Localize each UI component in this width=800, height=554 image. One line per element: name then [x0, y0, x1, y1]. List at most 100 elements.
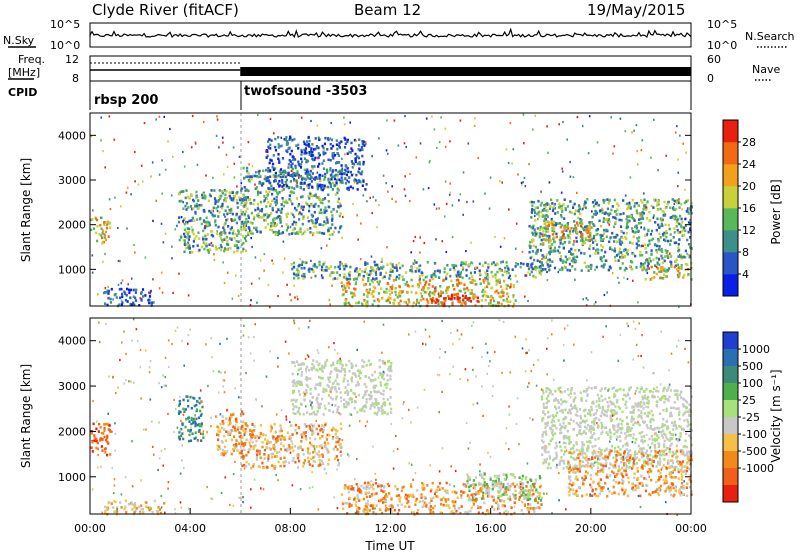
power-cell — [317, 204, 320, 208]
power-cell — [238, 155, 241, 158]
power-cell — [641, 139, 644, 142]
velocity-cell — [245, 453, 248, 457]
power-cell — [321, 198, 325, 201]
velocity-cell — [520, 509, 523, 512]
velocity-cell — [315, 413, 318, 416]
velocity-cell — [339, 445, 342, 449]
power-cell — [223, 281, 226, 284]
power-cell — [575, 228, 578, 231]
power-cell — [443, 297, 446, 300]
power-cell — [219, 243, 222, 247]
velocity-cell — [288, 448, 291, 451]
power-cell — [291, 213, 295, 217]
velocity-cell — [379, 373, 382, 376]
velocity-cell — [383, 497, 386, 500]
power-cell — [568, 232, 572, 235]
power-cell — [639, 250, 642, 254]
velocity-cell — [383, 410, 386, 414]
power-cell — [444, 299, 447, 302]
power-cell — [382, 265, 385, 269]
power-cell — [183, 243, 186, 246]
power-cell — [541, 215, 544, 218]
power-cell — [252, 217, 255, 221]
power-cell — [289, 225, 292, 229]
velocity-cell — [483, 484, 486, 488]
power-cell — [553, 249, 557, 253]
power-cell — [323, 178, 326, 181]
velocity-cell — [380, 489, 383, 492]
power-cell — [542, 255, 545, 259]
velocity-cell — [358, 506, 361, 510]
power-cell — [399, 294, 402, 298]
velocity-cell — [337, 463, 340, 467]
power-cell — [536, 231, 539, 235]
power-cell — [155, 118, 157, 121]
power-cell — [532, 274, 535, 278]
velocity-cell — [234, 428, 237, 432]
power-cell — [298, 176, 300, 179]
power-cell — [388, 277, 391, 280]
velocity-cell — [339, 443, 342, 446]
power-cell — [242, 241, 245, 245]
power-cell — [682, 276, 685, 279]
power-cell — [326, 137, 330, 140]
velocity-cell — [361, 359, 364, 362]
power-cell — [582, 207, 584, 210]
velocity-cell — [252, 463, 255, 466]
power-cell — [104, 302, 107, 305]
power-cell — [534, 234, 537, 237]
power-cell — [230, 218, 233, 221]
power-cell — [351, 186, 354, 190]
velocity-cell — [250, 466, 253, 470]
power-cell — [358, 267, 362, 271]
power-cell — [644, 277, 647, 281]
power-cell — [218, 210, 221, 214]
power-cell — [582, 240, 585, 243]
velocity-cell — [342, 379, 345, 383]
velocity-cell — [367, 359, 370, 363]
power-cell — [338, 141, 342, 145]
power-cell — [296, 231, 299, 234]
power-cell — [568, 236, 571, 240]
power-cell — [664, 223, 667, 227]
velocity-cell — [292, 361, 295, 364]
power-cell — [587, 230, 590, 234]
power-cell — [91, 254, 94, 257]
power-cell — [566, 227, 570, 230]
power-cell — [689, 236, 692, 239]
power-cell — [381, 296, 384, 300]
velocity-cell — [255, 439, 258, 443]
power-cell — [302, 217, 305, 220]
power-cell — [217, 199, 220, 202]
power-cell — [316, 146, 319, 149]
power-cell — [208, 223, 212, 227]
power-cell — [309, 169, 312, 173]
power-cell — [574, 278, 576, 281]
power-cell — [437, 302, 440, 305]
power-cell — [411, 284, 414, 288]
velocity-cell — [312, 359, 315, 362]
power-cell — [243, 186, 246, 189]
velocity-cell — [433, 492, 436, 495]
power-cell — [540, 201, 543, 205]
velocity-cell — [301, 436, 304, 439]
power-cell — [619, 117, 622, 120]
power-cell — [554, 223, 558, 227]
velocity-cell — [504, 490, 507, 494]
power-cell — [627, 202, 630, 205]
power-cell — [256, 189, 259, 193]
velocity-cell — [95, 427, 98, 431]
power-cell — [356, 155, 359, 158]
power-cell — [686, 238, 689, 242]
power-cell — [341, 178, 344, 182]
power-cell — [327, 193, 330, 197]
power-cell — [268, 179, 271, 182]
power-cell — [471, 280, 473, 283]
velocity-cell — [348, 485, 351, 488]
velocity-cell — [379, 499, 382, 503]
power-cell — [659, 276, 662, 280]
power-cell — [287, 147, 290, 150]
power-cell — [337, 154, 340, 157]
power-cell — [223, 189, 226, 192]
power-cell — [342, 264, 345, 268]
